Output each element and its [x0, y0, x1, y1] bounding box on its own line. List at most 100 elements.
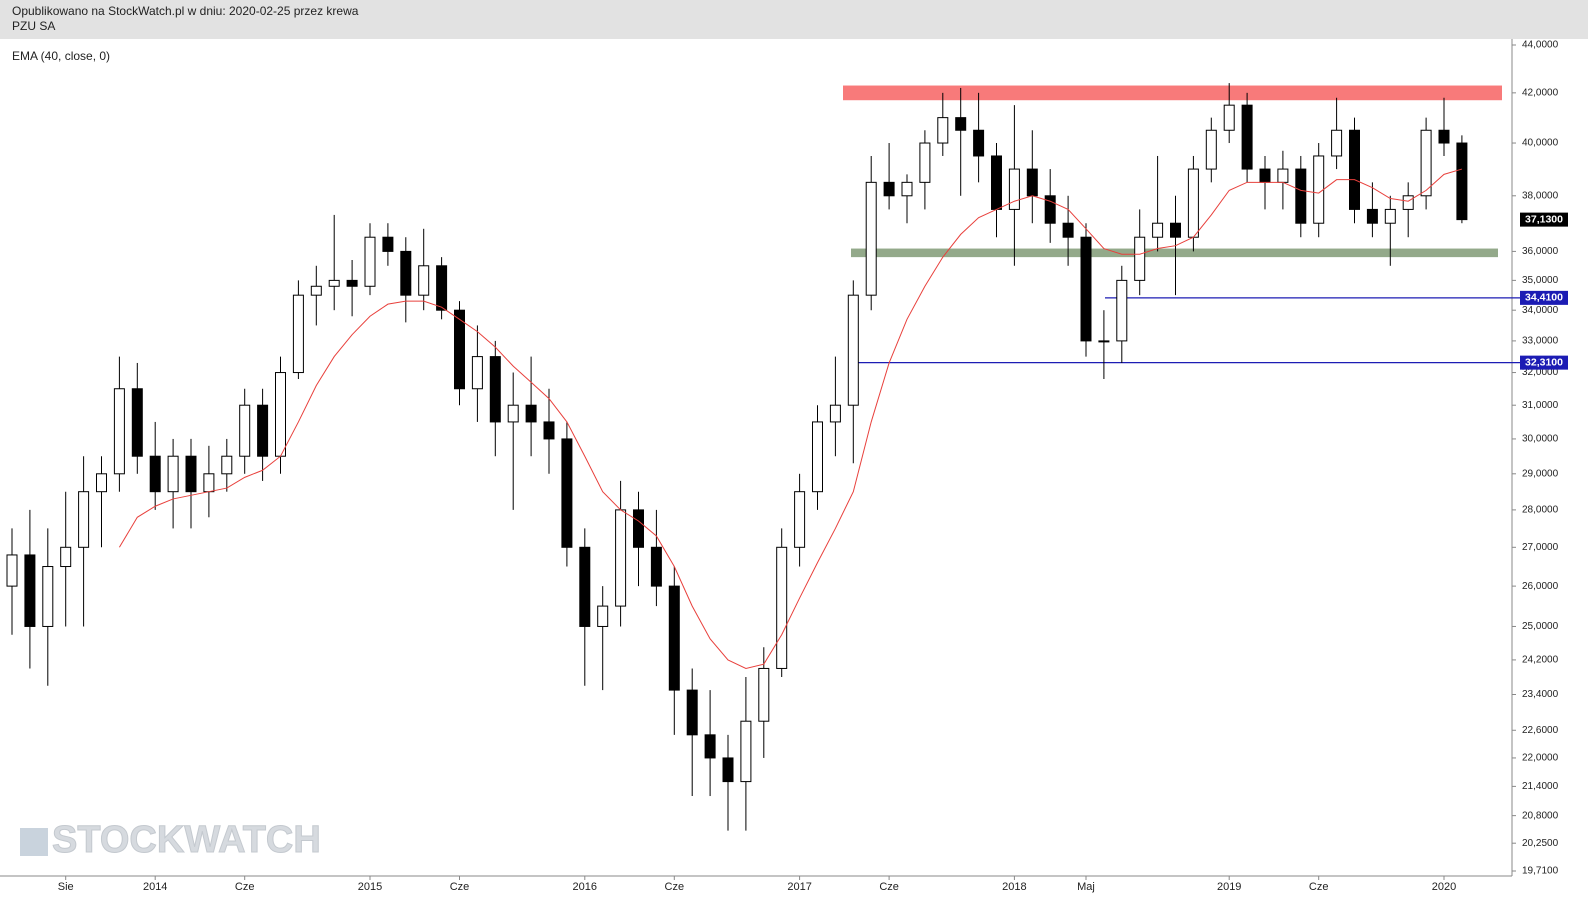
candle: [919, 130, 931, 210]
y-tick-label: 30,0000: [1522, 434, 1559, 445]
candle-body: [525, 404, 537, 423]
candle: [865, 155, 877, 311]
candle: [955, 87, 967, 196]
candle: [615, 480, 627, 627]
candle-body: [78, 491, 90, 548]
candle: [24, 509, 36, 669]
candle-body: [275, 372, 286, 457]
y-tick-label: 29,0000: [1522, 468, 1559, 479]
price-tag: [1520, 290, 1568, 305]
candle: [436, 257, 448, 320]
candle-body: [1331, 129, 1343, 157]
y-tick-label: 20,2500: [1522, 838, 1559, 849]
candle: [1420, 117, 1432, 210]
candle-body: [167, 455, 179, 493]
candle-body: [454, 309, 465, 390]
y-tick-label: 20,8000: [1522, 810, 1559, 821]
y-tick-label: 28,0000: [1522, 505, 1559, 516]
candle: [1116, 265, 1128, 363]
candle-body: [1384, 208, 1396, 224]
zone: [843, 85, 1502, 101]
x-tick-label: 2014: [143, 881, 167, 893]
candle: [60, 491, 72, 627]
y-tick-label: 24,2000: [1522, 655, 1559, 666]
candle-body: [597, 605, 609, 627]
y-tick-label: 32,0000: [1522, 367, 1559, 378]
last-price-label: 37,1300: [1525, 213, 1563, 225]
candle-body: [561, 438, 573, 548]
candle: [847, 280, 859, 464]
candle-body: [24, 554, 36, 627]
candle: [973, 92, 985, 183]
y-tick-label: 25,0000: [1522, 621, 1559, 632]
candle-body: [812, 421, 823, 493]
candle: [1438, 97, 1450, 156]
candle-body: [1438, 129, 1450, 144]
candle: [758, 647, 770, 758]
candle-body: [543, 421, 555, 440]
x-tick-label: Cze: [879, 881, 899, 893]
candle-body: [239, 404, 251, 457]
candle-body: [865, 181, 877, 296]
candle: [561, 421, 573, 567]
indicator-label: EMA (40, close, 0): [12, 49, 110, 63]
zone: [851, 248, 1498, 258]
y-tick-label: 31,0000: [1522, 400, 1559, 411]
watermark: STOCKWATCH: [20, 819, 321, 862]
candle: [650, 509, 662, 607]
price-tag: [1520, 355, 1568, 370]
candle-body: [1420, 129, 1432, 197]
candle: [149, 421, 161, 510]
candle-body: [776, 546, 788, 669]
candle: [829, 356, 841, 457]
candle-body: [1259, 168, 1271, 183]
candle: [346, 260, 358, 317]
candle: [991, 143, 1002, 238]
candle-body: [1402, 195, 1414, 210]
candle: [1026, 130, 1038, 224]
candle: [901, 174, 913, 224]
candle-body: [650, 546, 662, 587]
candle-body: [973, 129, 985, 157]
candle-body: [686, 689, 698, 736]
candle: [1331, 97, 1343, 170]
x-tick-label: Maj: [1077, 881, 1095, 893]
candle-body: [1134, 236, 1146, 281]
candle-body: [668, 585, 680, 691]
candle: [1062, 195, 1074, 266]
candle-body: [1205, 129, 1217, 170]
watermark-text: STOCKWATCH: [52, 819, 321, 861]
candle: [525, 356, 537, 457]
candle-body: [6, 554, 18, 587]
y-tick-label: 27,0000: [1522, 542, 1559, 553]
candle-body: [185, 455, 197, 493]
header-symbol: PZU SA: [12, 19, 55, 33]
x-tick-label: Cze: [450, 881, 470, 893]
candle: [1223, 83, 1235, 144]
x-tick-label: 2017: [787, 881, 811, 893]
candle-body: [704, 734, 716, 759]
candle-body: [149, 455, 161, 493]
candle-body: [919, 142, 931, 183]
candle-body: [364, 236, 376, 287]
candle: [543, 388, 555, 474]
last-price-tag: [1520, 212, 1568, 227]
candle: [1349, 117, 1360, 224]
candle-body: [1026, 168, 1038, 197]
watermark-icon: [20, 828, 48, 856]
candle-body: [740, 720, 752, 783]
candle-body: [221, 455, 233, 475]
candle-body: [847, 294, 859, 406]
candle: [328, 214, 340, 311]
candle-body: [257, 404, 269, 457]
candle: [454, 301, 465, 406]
candle-body: [346, 279, 358, 287]
candle-body: [507, 404, 519, 423]
y-tick-label: 21,4000: [1522, 781, 1559, 792]
candle-body: [382, 236, 394, 252]
candle-body: [1080, 236, 1092, 342]
candle: [722, 734, 734, 831]
candle-body: [1295, 168, 1307, 224]
candle-body: [1241, 104, 1253, 170]
candle-body: [489, 356, 501, 423]
